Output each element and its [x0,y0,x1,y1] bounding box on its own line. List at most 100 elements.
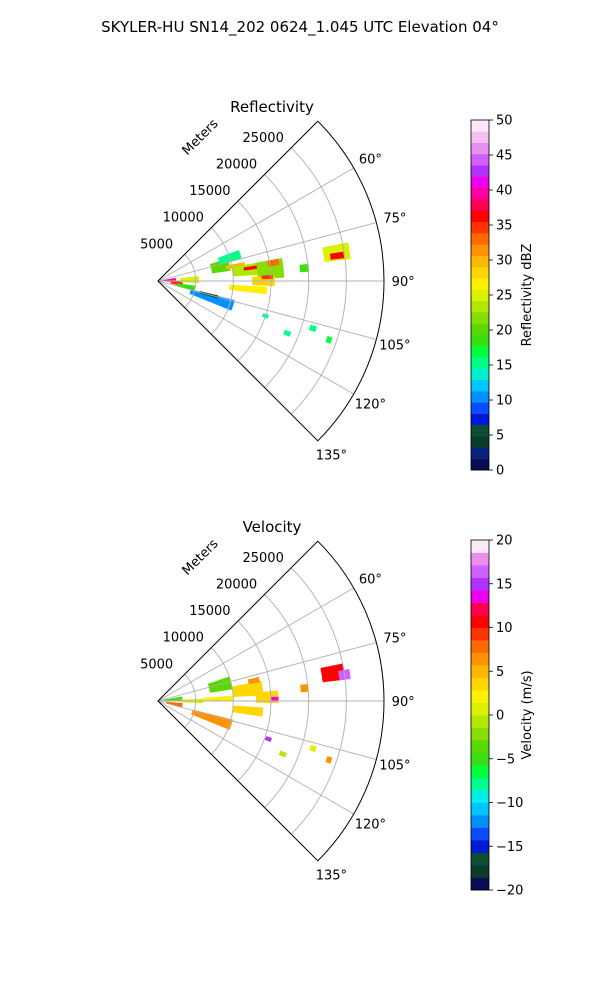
azimuth-spoke [157,280,354,395]
colorbar-swatch [471,187,489,200]
colorbar-swatch [471,540,489,553]
data-cell [278,750,287,758]
azimuth-spoke [157,167,354,282]
colorbar-swatch [471,131,489,143]
colorbar-tick-label: 0 [496,464,504,479]
colorbar-swatch [471,300,489,313]
colorbar-swatch [471,852,489,866]
colorbar-swatch [471,690,489,703]
radial-tick-label: 10000 [163,631,204,646]
colorbar-swatch [471,802,489,816]
radial-tick-label: 25000 [242,131,283,146]
colorbar-swatch [471,278,489,290]
colorbar-swatch [471,390,489,403]
data-cell [247,676,260,685]
data-cell [329,251,345,260]
colorbar-tick-label: 0 [496,709,504,724]
data-cells [163,663,351,764]
colorbar-swatch [471,727,489,741]
colorbar-swatch [471,552,489,566]
colorbar-swatch [471,840,489,853]
polar-panel-0: Reflectivity60°75°90°105°120°135°5000100… [140,98,535,479]
data-cell [189,289,235,311]
colorbar-tick-label: 15 [496,577,513,592]
colorbar-tick-label: 30 [496,254,513,269]
colorbar-tick-label: 20 [496,324,513,339]
data-cell [231,680,264,698]
colorbar-swatch [471,266,489,279]
azimuth-spoke [157,587,354,702]
colorbar: −20 −15 −10 −5 0 5 10 15 20 Velocity (m/s) [470,534,535,899]
colorbar-swatch [471,413,489,426]
colorbar-tick-label: 10 [496,621,513,636]
data-cell [325,336,333,344]
radial-tick-label: 15000 [189,604,230,619]
colorbar-swatch [471,176,489,189]
colorbar-swatch [471,458,489,471]
azimuth-tick-label: 135° [316,868,347,883]
colorbar-swatch [471,368,489,381]
data-cell [176,283,196,291]
colorbar-swatch [471,311,489,324]
radial-axis-label: Meters [180,536,222,578]
colorbar-swatch [471,590,489,603]
data-cell [226,261,246,270]
azimuth-tick-label: 60° [359,152,382,167]
colorbar-swatch [471,436,489,448]
colorbar-tick-label: −5 [496,752,515,767]
data-cell [309,744,317,752]
colorbar-swatch [471,232,489,245]
colorbar-swatch [471,877,489,891]
colorbar-label: Velocity (m/s) [520,670,535,759]
polar-panel-1: Velocity 60° 75° 90° 105° 120° 135° 5000 10000 15… [140,518,535,899]
azimuth-tick-label: 105° [379,338,410,353]
azimuth-tick-label: 105° [379,758,410,773]
data-cell [166,701,183,708]
azimuth-spoke [157,642,377,702]
colorbar-swatch [471,447,489,460]
sector-frame [157,540,385,862]
colorbar-swatch [471,865,489,878]
colorbar-tick-label: 20 [496,534,513,549]
colorbar-swatch [471,777,489,791]
data-cells [162,242,351,344]
colorbar-tick-label: 40 [496,184,513,199]
colorbar-swatch [471,120,489,132]
colorbar-swatch [471,142,489,155]
data-cell [299,263,310,273]
data-cell [300,683,309,693]
colorbar-swatch [471,565,489,578]
data-cell [232,705,264,717]
colorbar-swatch [471,640,489,653]
azimuth-spoke [157,222,377,282]
colorbar-swatch [471,665,489,678]
data-cell [308,324,317,333]
colorbar-tick-label: −20 [496,884,523,899]
colorbar-swatch [471,289,489,302]
colorbar-swatch [471,715,489,728]
radial-tick-label: 5000 [140,657,173,672]
data-cell [264,736,272,742]
colorbar-tick-label: 25 [496,289,513,304]
data-cell [261,274,273,280]
azimuth-tick-label: 90° [392,695,415,710]
data-cell [191,709,233,730]
colorbar-swatch [471,255,489,268]
colorbar-swatch [471,153,489,166]
colorbar-tick-label: 5 [496,665,504,680]
panel-title: Velocity [243,518,302,536]
data-cell [243,265,259,271]
colorbar-tick-label: 45 [496,149,513,164]
data-cell [270,696,279,701]
radial-tick-label: 20000 [216,577,257,592]
data-cell [320,663,346,683]
colorbar-swatch [471,357,489,369]
radial-axis-label: Meters [180,116,222,158]
colorbar-swatch [471,424,489,437]
colorbar-swatch [471,577,489,591]
colorbar-swatch [471,790,489,803]
colorbar-swatch [471,752,489,766]
azimuth-tick-label: 120° [355,398,386,413]
colorbar-swatch [471,165,489,177]
azimuth-spoke [157,700,377,760]
